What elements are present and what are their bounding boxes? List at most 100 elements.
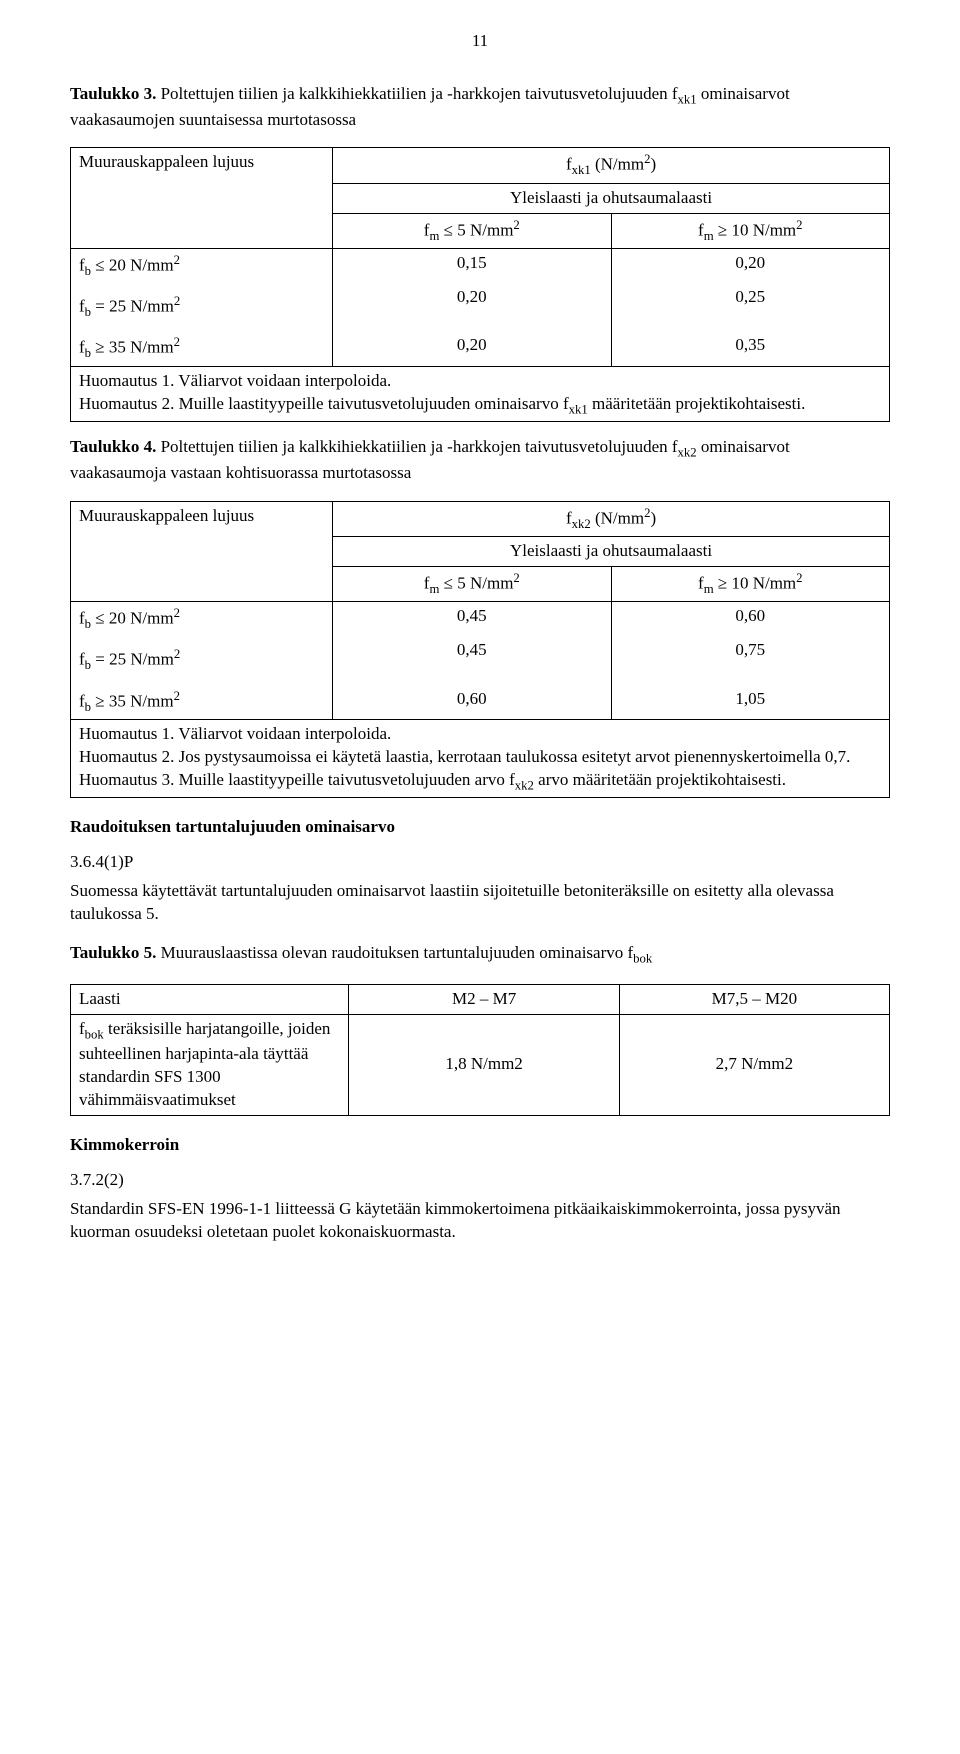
t4c2b: ≥ 10 N/mm — [714, 574, 797, 593]
t3r3b: ≥ 35 N/mm — [91, 338, 174, 357]
t3r2b: = 25 N/mm — [91, 297, 174, 316]
t4r1v2: 0,60 — [611, 602, 889, 637]
table3-caption: Taulukko 3. Poltettujen tiilien ja kalkk… — [70, 83, 890, 132]
t3-u-sub: xk1 — [572, 164, 591, 178]
t3c2b: ≥ 10 N/mm — [714, 220, 797, 239]
table5-caption-sub: bok — [633, 952, 652, 966]
table4-row3: fb ≥ 35 N/mm2 0,60 1,05 — [71, 685, 890, 720]
t4r3v2: 1,05 — [611, 685, 889, 720]
table3: Muurauskappaleen lujuus fxk1 (N/mm2) Yle… — [70, 147, 890, 422]
t4n1: Huomautus 1. Väliarvot voidaan interpolo… — [79, 724, 391, 743]
t3c1s: m — [429, 229, 439, 243]
table3-header-left: Muurauskappaleen lujuus — [71, 148, 333, 248]
t4c1u: 2 — [513, 571, 519, 585]
table3-row3: fb ≥ 35 N/mm2 0,20 0,35 — [71, 331, 890, 366]
t3r1v1: 0,15 — [333, 248, 611, 283]
t3r3v1: 0,20 — [333, 331, 611, 366]
t4c2s: m — [704, 582, 714, 596]
t3-u-c: ) — [650, 155, 656, 174]
t4r2bs: 2 — [174, 647, 180, 661]
table4-row1: fb ≤ 20 N/mm2 0,45 0,60 — [71, 602, 890, 637]
t4r2b: = 25 N/mm — [91, 650, 174, 669]
table5-h3: M7,5 – M20 — [619, 984, 889, 1014]
t3r3l: fb ≥ 35 N/mm2 — [71, 331, 333, 366]
t4n3s: xk2 — [515, 778, 534, 792]
t4r3v1: 0,60 — [333, 685, 611, 720]
t3r3bs: 2 — [174, 335, 180, 349]
table4-row2: fb = 25 N/mm2 0,45 0,75 — [71, 636, 890, 684]
table3-col2-header: fm ≥ 10 N/mm2 — [611, 213, 889, 248]
t4r1b: ≤ 20 N/mm — [91, 609, 174, 628]
table4-caption-label: Taulukko 4. — [70, 437, 156, 456]
table3-caption-text1: Poltettujen tiilien ja kalkkihiekkatiili… — [156, 84, 677, 103]
t4-u-c: ) — [650, 508, 656, 527]
table5-rowlabel: fbok teräksisille harjatangoille, joiden… — [71, 1014, 349, 1115]
t3c1u: 2 — [513, 218, 519, 232]
t4r3b: ≥ 35 N/mm — [91, 691, 174, 710]
t4r3l: fb ≥ 35 N/mm2 — [71, 685, 333, 720]
table3-col1-header: fm ≤ 5 N/mm2 — [333, 213, 611, 248]
table3-notes: Huomautus 1. Väliarvot voidaan interpolo… — [71, 366, 890, 422]
table4-header-mortar: Yleislaasti ja ohutsaumalaasti — [333, 536, 890, 566]
table3-row2: fb = 25 N/mm2 0,20 0,25 — [71, 283, 890, 331]
t4r1v1: 0,45 — [333, 602, 611, 637]
table4: Muurauskappaleen lujuus fxk2 (N/mm2) Yle… — [70, 501, 890, 799]
t4c1b: ≤ 5 N/mm — [439, 574, 513, 593]
table3-caption-sub: xk1 — [678, 92, 697, 106]
t3r2v1: 0,20 — [333, 283, 611, 331]
section1-ref: 3.6.4(1)P — [70, 851, 890, 874]
table4-caption-sub: xk2 — [678, 446, 697, 460]
t3n2s: xk1 — [569, 402, 588, 416]
table3-row1: fb ≤ 20 N/mm2 0,15 0,20 — [71, 248, 890, 283]
table4-col2-header: fm ≥ 10 N/mm2 — [611, 566, 889, 601]
table5: Laasti M2 – M7 M7,5 – M20 fbok teräksisi… — [70, 984, 890, 1116]
t3c2u: 2 — [796, 218, 802, 232]
table5-h1: Laasti — [71, 984, 349, 1014]
table4-header-left: Muurauskappaleen lujuus — [71, 501, 333, 601]
t4-u-b: (N/mm — [591, 508, 644, 527]
table3-header-mortar: Yleislaasti ja ohutsaumalaasti — [333, 183, 890, 213]
t3-u-b: (N/mm — [591, 155, 644, 174]
page-number: 11 — [70, 30, 890, 53]
t3c1b: ≤ 5 N/mm — [439, 220, 513, 239]
section2-para: Standardin SFS-EN 1996-1-1 liitteessä G … — [70, 1198, 890, 1244]
table5-caption-text: Muurauslaastissa olevan raudoituksen tar… — [156, 943, 633, 962]
t3r3v2: 0,35 — [611, 331, 889, 366]
table4-caption: Taulukko 4. Poltettujen tiilien ja kalkk… — [70, 436, 890, 485]
t4c1s: m — [429, 582, 439, 596]
table5-caption: Taulukko 5. Muurauslaastissa olevan raud… — [70, 942, 890, 968]
t3c2s: m — [704, 229, 714, 243]
t4n2: Huomautus 2. Jos pystysaumoissa ei käyte… — [79, 747, 850, 766]
t4r2v1: 0,45 — [333, 636, 611, 684]
table5-h2: M2 – M7 — [349, 984, 619, 1014]
t4n3a: Huomautus 3. Muille laastityypeille taiv… — [79, 770, 515, 789]
t5lb: teräksisille harjatangoille, joiden suht… — [79, 1019, 330, 1109]
t3r2l: fb = 25 N/mm2 — [71, 283, 333, 331]
table5-v2: 2,7 N/mm2 — [619, 1014, 889, 1115]
section2-ref: 3.7.2(2) — [70, 1169, 890, 1192]
t4c2u: 2 — [796, 571, 802, 585]
t4r3bs: 2 — [174, 689, 180, 703]
t3r2bs: 2 — [174, 294, 180, 308]
table4-caption-text1: Poltettujen tiilien ja kalkkihiekkatiili… — [156, 437, 677, 456]
t5ls: bok — [85, 1027, 104, 1041]
t3n2a: Huomautus 2. Muille laastityypeille taiv… — [79, 394, 569, 413]
t3r1v2: 0,20 — [611, 248, 889, 283]
table4-notes: Huomautus 1. Väliarvot voidaan interpolo… — [71, 719, 890, 797]
section2-heading: Kimmokerroin — [70, 1134, 890, 1157]
table5-caption-label: Taulukko 5. — [70, 943, 156, 962]
table5-v1: 1,8 N/mm2 — [349, 1014, 619, 1115]
t4r2v2: 0,75 — [611, 636, 889, 684]
t4r1l: fb ≤ 20 N/mm2 — [71, 602, 333, 637]
table3-caption-label: Taulukko 3. — [70, 84, 156, 103]
t3n1: Huomautus 1. Väliarvot voidaan interpolo… — [79, 371, 391, 390]
table4-header-unit: fxk2 (N/mm2) — [333, 501, 890, 536]
section1-heading: Raudoituksen tartuntalujuuden ominaisarv… — [70, 816, 890, 839]
t4n3b: arvo määritetään projektikohtaisesti. — [534, 770, 786, 789]
t3n2b: määritetään projektikohtaisesti. — [588, 394, 806, 413]
t3r1bs: 2 — [174, 253, 180, 267]
t4r2l: fb = 25 N/mm2 — [71, 636, 333, 684]
table4-col1-header: fm ≤ 5 N/mm2 — [333, 566, 611, 601]
section1-para: Suomessa käytettävät tartuntalujuuden om… — [70, 880, 890, 926]
t4r1bs: 2 — [174, 606, 180, 620]
